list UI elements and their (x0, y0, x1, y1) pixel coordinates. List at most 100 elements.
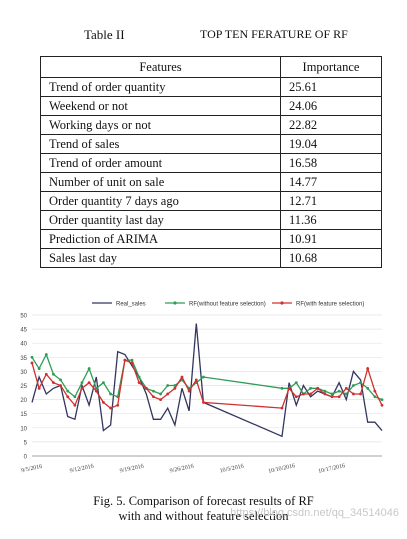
importance-cell: 16.58 (280, 153, 382, 173)
data-point (59, 378, 62, 382)
data-point (287, 386, 291, 390)
table-row: Order quantity last day 11.36 (40, 210, 382, 230)
feature-importance-table: Features Importance Trend of order quant… (40, 56, 382, 268)
feature-cell: Weekend or not (40, 96, 281, 116)
feature-cell: Trend of sales (40, 134, 281, 154)
table-caption: Table II TOP TEN FERATURE OF RF (0, 27, 407, 43)
data-point (73, 403, 77, 407)
column-header-importance: Importance (280, 56, 382, 78)
table-title: TOP TEN FERATURE OF RF (200, 27, 348, 41)
data-point (366, 386, 370, 390)
column-header-features: Features (40, 56, 281, 78)
data-point (202, 401, 205, 404)
x-tick-label: 9/12/2016 (69, 464, 94, 475)
data-point (123, 358, 127, 362)
data-point (44, 372, 48, 376)
data-point (37, 367, 41, 370)
data-point (37, 386, 41, 390)
data-point (194, 378, 198, 382)
legend-swatch-marker (173, 301, 177, 305)
data-point (73, 395, 77, 399)
data-point (166, 392, 170, 396)
data-point (52, 381, 55, 385)
data-point (323, 392, 327, 396)
table-row: Number of unit on sale 14.77 (40, 172, 382, 192)
forecast-comparison-chart: 0 5 10 15 20 25 30 35 40 45 50 9/5/2016 9/12/2016 9/1… (20, 301, 384, 475)
data-point (294, 381, 298, 385)
y-tick-label: 50 (20, 314, 27, 320)
data-point (66, 395, 70, 399)
feature-cell: Trend of order amount (40, 153, 281, 173)
data-point (180, 375, 184, 379)
table-row: Trend of order quantity 25.61 (40, 77, 382, 97)
x-tick-label: 10/17/2016 (318, 463, 346, 475)
importance-cell: 22.82 (280, 115, 382, 135)
data-point (173, 386, 177, 390)
data-point (30, 361, 34, 365)
data-point (59, 384, 62, 387)
data-point (144, 386, 148, 390)
data-point (380, 403, 384, 407)
y-tick-label: 35 (20, 356, 27, 362)
legend-label: RF(without feature selection) (189, 302, 266, 308)
data-point (87, 381, 91, 385)
table-row: Trend of order amount 16.58 (40, 153, 382, 173)
legend-label: RF(with feature selection) (296, 302, 364, 308)
data-point (130, 361, 134, 365)
feature-cell: Sales last day (40, 248, 281, 268)
data-point (380, 398, 384, 401)
data-point (302, 392, 305, 396)
data-point (280, 386, 284, 390)
legend-swatch-marker (280, 301, 284, 305)
table-row: Sales last day 10.68 (40, 248, 382, 268)
data-point (359, 381, 362, 385)
x-tick-label: 9/26/2016 (169, 464, 194, 475)
data-point (102, 381, 105, 385)
legend-label: Real_sales (116, 302, 146, 308)
data-point (102, 401, 105, 404)
data-point (330, 392, 334, 396)
data-point (137, 381, 141, 385)
table-row: Prediction of ARIMA 10.91 (40, 229, 382, 249)
data-point (202, 375, 205, 379)
feature-cell: Number of unit on sale (40, 172, 281, 192)
y-tick-label: 20 (20, 398, 27, 404)
importance-cell: 19.04 (280, 134, 382, 154)
data-point (159, 398, 162, 401)
data-point (344, 392, 348, 396)
x-tick-label: 9/19/2016 (119, 464, 144, 475)
data-point (87, 367, 91, 370)
table-row: Weekend or not 24.06 (40, 96, 382, 116)
table-row: Working days or not 22.82 (40, 115, 382, 135)
importance-cell: 25.61 (280, 77, 382, 97)
importance-cell: 24.06 (280, 96, 382, 116)
data-point (109, 406, 112, 410)
importance-cell: 10.68 (280, 248, 382, 268)
data-point (352, 384, 355, 387)
data-point (159, 392, 162, 396)
data-point (316, 386, 320, 390)
figure-caption: Fig. 5. Comparison of forecast results o… (0, 494, 407, 524)
y-tick-label: 15 (20, 412, 27, 418)
data-point (366, 367, 370, 370)
data-point (152, 395, 155, 399)
importance-cell: 11.36 (280, 210, 382, 230)
data-point (309, 392, 312, 396)
feature-cell: Prediction of ARIMA (40, 229, 281, 249)
data-point (359, 392, 362, 396)
figure-caption-line-2: with and without feature selection (118, 509, 289, 523)
x-tick-label: 10/10/2016 (268, 463, 296, 475)
data-point (116, 403, 120, 407)
importance-cell: 10.91 (280, 229, 382, 249)
y-tick-label: 40 (20, 342, 27, 348)
watermark-text: https://blog.csdn.net/qq_34514046 (230, 507, 399, 519)
data-point (187, 389, 191, 393)
data-point (152, 389, 155, 393)
importance-cell: 12.71 (280, 191, 382, 211)
data-point (309, 386, 312, 390)
data-point (130, 358, 134, 362)
data-point (337, 389, 341, 393)
data-point (66, 389, 70, 393)
y-tick-label: 30 (20, 370, 27, 376)
series-line-0 (31, 323, 383, 438)
